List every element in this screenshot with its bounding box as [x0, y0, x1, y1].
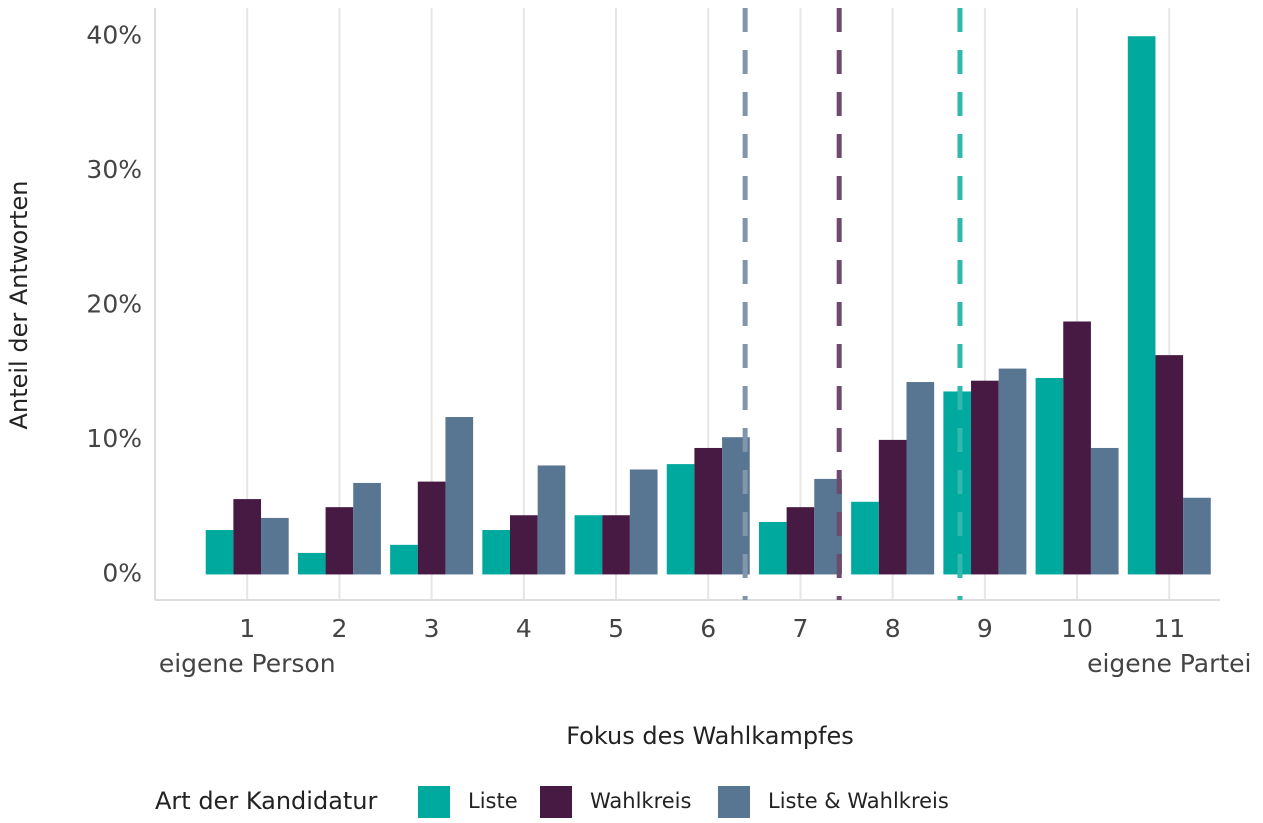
- bar: [998, 368, 1027, 575]
- y-tick-label: 0%: [102, 558, 142, 587]
- bar: [482, 530, 510, 575]
- y-tick-label: 40%: [86, 20, 142, 49]
- x-tick-label: 7: [793, 614, 809, 643]
- bar: [537, 465, 566, 575]
- y-axis-title: Anteil der Antworten: [5, 181, 33, 430]
- x-tick-label: 8: [885, 614, 901, 643]
- x-tick-label: 2: [331, 614, 347, 643]
- y-tick-label: 30%: [86, 155, 142, 184]
- bar: [971, 380, 999, 575]
- x-annotation: eigene Partei: [1087, 649, 1251, 678]
- bar: [1090, 447, 1119, 575]
- bar: [325, 507, 354, 575]
- bar: [574, 515, 603, 575]
- bar: [629, 469, 658, 575]
- bar: [510, 515, 538, 575]
- bar: [943, 391, 972, 575]
- legend-swatch: [718, 786, 750, 818]
- bar: [445, 417, 474, 575]
- y-tick-label: 10%: [86, 424, 142, 453]
- bar: [1063, 321, 1091, 575]
- bar: [722, 437, 750, 575]
- legend-label: Liste & Wahlkreis: [768, 789, 949, 813]
- bar: [602, 515, 630, 575]
- bar: [353, 482, 381, 575]
- legend-label: Wahlkreis: [590, 789, 691, 813]
- bar: [205, 530, 234, 575]
- y-tick-label: 20%: [86, 289, 142, 318]
- bar: [1127, 36, 1156, 575]
- bar: [1183, 497, 1211, 575]
- bar: [694, 447, 723, 575]
- x-tick-label: 9: [977, 614, 993, 643]
- legend-swatch: [418, 786, 450, 818]
- bar: [1035, 378, 1064, 575]
- bar: [261, 517, 289, 575]
- x-tick-label: 4: [516, 614, 532, 643]
- bar: [1155, 355, 1184, 575]
- legend-title: Art der Kandidatur: [155, 787, 378, 815]
- bar: [390, 544, 418, 575]
- x-tick-label: 11: [1153, 614, 1185, 643]
- x-tick-label: 10: [1061, 614, 1093, 643]
- x-tick-label: 3: [424, 614, 440, 643]
- bar: [233, 499, 262, 575]
- x-tick-label: 5: [608, 614, 624, 643]
- bar: [906, 382, 935, 575]
- bar: [417, 481, 446, 575]
- bar: [851, 501, 879, 575]
- bar: [666, 464, 695, 575]
- x-tick-label: 1: [239, 614, 255, 643]
- bar: [758, 521, 787, 575]
- x-annotation: eigene Person: [159, 649, 336, 678]
- legend-swatch: [540, 786, 572, 818]
- bar: [878, 439, 907, 575]
- legend-label: Liste: [468, 789, 518, 813]
- x-tick-label: 6: [700, 614, 716, 643]
- bar: [786, 507, 815, 575]
- bar: [297, 552, 326, 575]
- x-axis-title: Fokus des Wahlkampfes: [566, 722, 854, 750]
